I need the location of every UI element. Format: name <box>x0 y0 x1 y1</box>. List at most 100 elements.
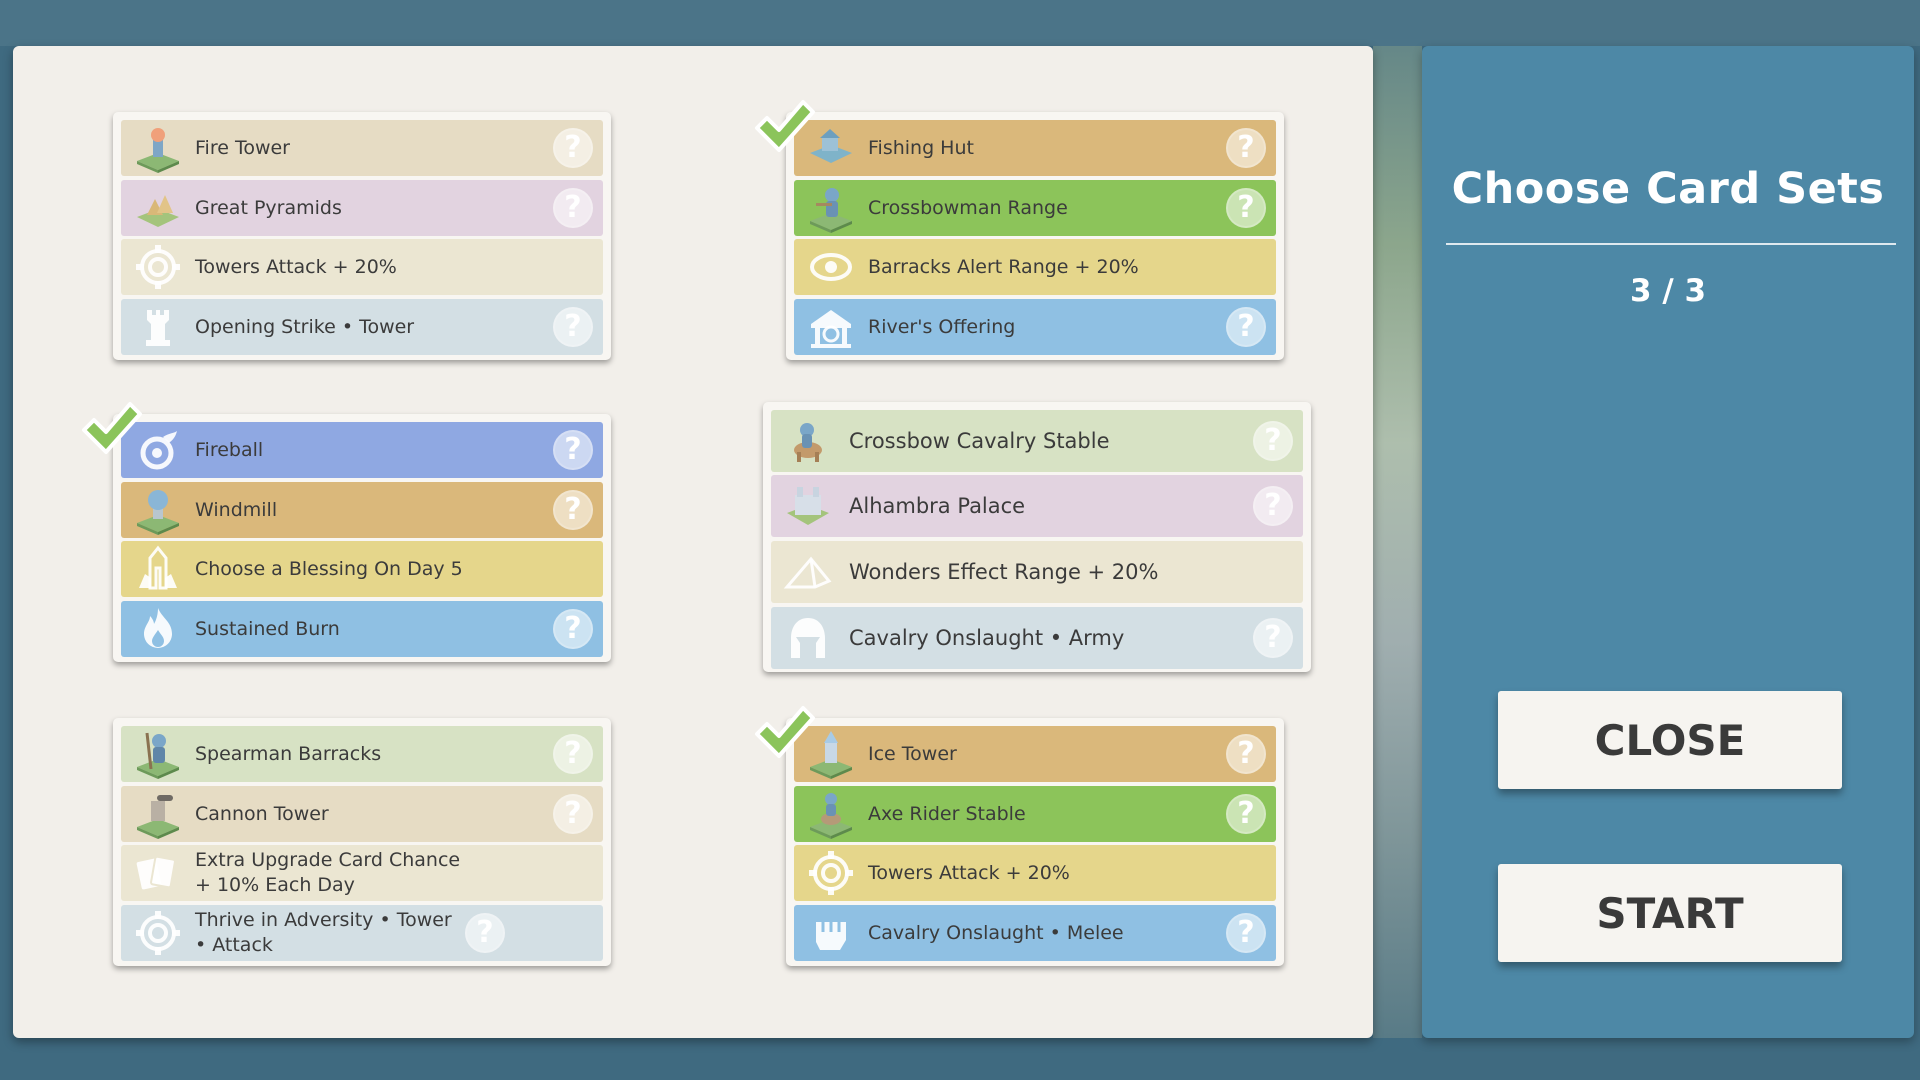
title-divider <box>1446 243 1896 245</box>
card-row: Cavalry Onslaught • Army? <box>771 607 1303 669</box>
help-icon[interactable]: ? <box>553 734 593 774</box>
card-row: Towers Attack + 20% <box>121 239 603 295</box>
card-label: Extra Upgrade Card Chance + 10% Each Day <box>195 849 461 896</box>
card-row: Spearman Barracks? <box>121 726 603 782</box>
help-icon[interactable]: ? <box>465 913 505 953</box>
card-label: Choose a Blessing On Day 5 <box>195 557 463 580</box>
card-row: Cavalry Onslaught • Melee? <box>794 905 1276 961</box>
card-label: Alhambra Palace <box>849 493 1026 518</box>
help-icon[interactable]: ? <box>1253 486 1293 526</box>
card-row: Fire Tower? <box>121 120 603 176</box>
card-set[interactable]: Ice Tower? Axe Rider Stable? Towers Attack… <box>786 718 1284 966</box>
card-label: Thrive in Adversity • Tower • Attack <box>195 909 452 956</box>
card-row: Fishing Hut? <box>794 120 1276 176</box>
tower-icon <box>133 302 183 352</box>
card-row: Alhambra Palace? <box>771 475 1303 537</box>
background-scene <box>1373 46 1422 1038</box>
card-set[interactable]: Fireball? Windmill? Choose a Blessing On D… <box>113 414 611 662</box>
card-label: Wonders Effect Range + 20% <box>849 559 1159 584</box>
card-row: Axe Rider Stable? <box>794 786 1276 842</box>
choose-panel: Choose Card Sets 3 / 3 CLOSE START <box>1422 46 1914 1038</box>
card-label: Crossbowman Range <box>868 196 1068 219</box>
fist-icon <box>806 908 856 958</box>
card-row: Towers Attack + 20% <box>794 845 1276 901</box>
close-button[interactable]: CLOSE <box>1498 691 1842 789</box>
card-label: Towers Attack + 20% <box>195 255 397 278</box>
card-label: Spearman Barracks <box>195 742 382 765</box>
help-icon[interactable]: ? <box>553 128 593 168</box>
card-row: Wonders Effect Range + 20% <box>771 541 1303 603</box>
help-icon[interactable]: ? <box>1226 307 1266 347</box>
card-row: Fireball? <box>121 422 603 478</box>
card-label: Cannon Tower <box>195 802 329 825</box>
card-row: Sustained Burn? <box>121 601 603 657</box>
windmill-icon <box>133 485 183 535</box>
help-icon[interactable]: ? <box>1226 734 1266 774</box>
card-row: Crossbow Cavalry Stable? <box>771 410 1303 472</box>
checkmark-icon <box>80 400 144 458</box>
card-row: Windmill? <box>121 482 603 538</box>
card-row: Ice Tower? <box>794 726 1276 782</box>
help-icon[interactable]: ? <box>553 794 593 834</box>
card-label: Cavalry Onslaught • Melee <box>868 921 1124 944</box>
help-icon[interactable]: ? <box>553 609 593 649</box>
card-label: Ice Tower <box>868 742 957 765</box>
pyramid-outline-icon <box>783 547 833 597</box>
card-set[interactable]: Crossbow Cavalry Stable? Alhambra Palace?… <box>763 402 1311 672</box>
card-label: Cavalry Onslaught • Army <box>849 625 1125 650</box>
card-row: Thrive in Adversity • Tower • Attack? <box>121 905 603 961</box>
fishing-hut-icon <box>806 123 856 173</box>
help-icon[interactable]: ? <box>1226 913 1266 953</box>
card-label: Crossbow Cavalry Stable <box>849 428 1110 453</box>
gear-icon <box>806 848 856 898</box>
checkmark-icon <box>753 704 817 762</box>
start-button[interactable]: START <box>1498 864 1842 962</box>
card-row: Great Pyramids? <box>121 180 603 236</box>
cannon-tower-icon <box>133 789 183 839</box>
crossbowman-icon <box>806 183 856 233</box>
card-set[interactable]: Spearman Barracks? Cannon Tower? Extra Upg… <box>113 718 611 966</box>
card-set[interactable]: Fishing Hut? Crossbowman Range? Barracks A… <box>786 112 1284 360</box>
panel-title: Choose Card Sets <box>1451 164 1885 214</box>
card-label: Barracks Alert Range + 20% <box>868 255 1139 278</box>
temple-icon <box>806 302 856 352</box>
blessing-icon <box>133 544 183 594</box>
help-icon[interactable]: ? <box>1253 421 1293 461</box>
card-sets-panel: Fire Tower? Great Pyramids? Towers Attack … <box>13 46 1373 1038</box>
palace-icon <box>783 481 833 531</box>
card-row: Opening Strike • Tower? <box>121 299 603 355</box>
card-label: Fireball <box>195 438 264 461</box>
card-label: River's Offering <box>868 315 1016 338</box>
card-label: Great Pyramids <box>195 196 342 219</box>
card-row: Choose a Blessing On Day 5 <box>121 541 603 597</box>
pyramids-icon <box>133 183 183 233</box>
help-icon[interactable]: ? <box>553 430 593 470</box>
checkmark-icon <box>753 98 817 156</box>
fire-tower-icon <box>133 123 183 173</box>
card-label: Towers Attack + 20% <box>868 861 1070 884</box>
flame-icon <box>133 604 183 654</box>
ice-tower-icon <box>806 729 856 779</box>
cards-icon <box>133 848 183 898</box>
card-label: Sustained Burn <box>195 617 340 640</box>
card-label: Opening Strike • Tower <box>195 315 415 338</box>
help-icon[interactable]: ? <box>1253 618 1293 658</box>
card-row: Extra Upgrade Card Chance + 10% Each Day <box>121 845 603 901</box>
card-set[interactable]: Fire Tower? Great Pyramids? Towers Attack … <box>113 112 611 360</box>
cavalry-icon <box>783 416 833 466</box>
axe-rider-icon <box>806 789 856 839</box>
help-icon[interactable]: ? <box>553 490 593 530</box>
help-icon[interactable]: ? <box>1226 188 1266 228</box>
selection-count: 3 / 3 <box>1629 273 1707 309</box>
gear-icon <box>133 908 183 958</box>
card-label: Fire Tower <box>195 136 290 159</box>
help-icon[interactable]: ? <box>1226 128 1266 168</box>
help-icon[interactable]: ? <box>553 307 593 347</box>
helmet-icon <box>783 613 833 663</box>
help-icon[interactable]: ? <box>553 188 593 228</box>
card-label: Fishing Hut <box>868 136 974 159</box>
card-row: River's Offering? <box>794 299 1276 355</box>
card-label: Windmill <box>195 498 278 521</box>
card-row: Barracks Alert Range + 20% <box>794 239 1276 295</box>
help-icon[interactable]: ? <box>1226 794 1266 834</box>
